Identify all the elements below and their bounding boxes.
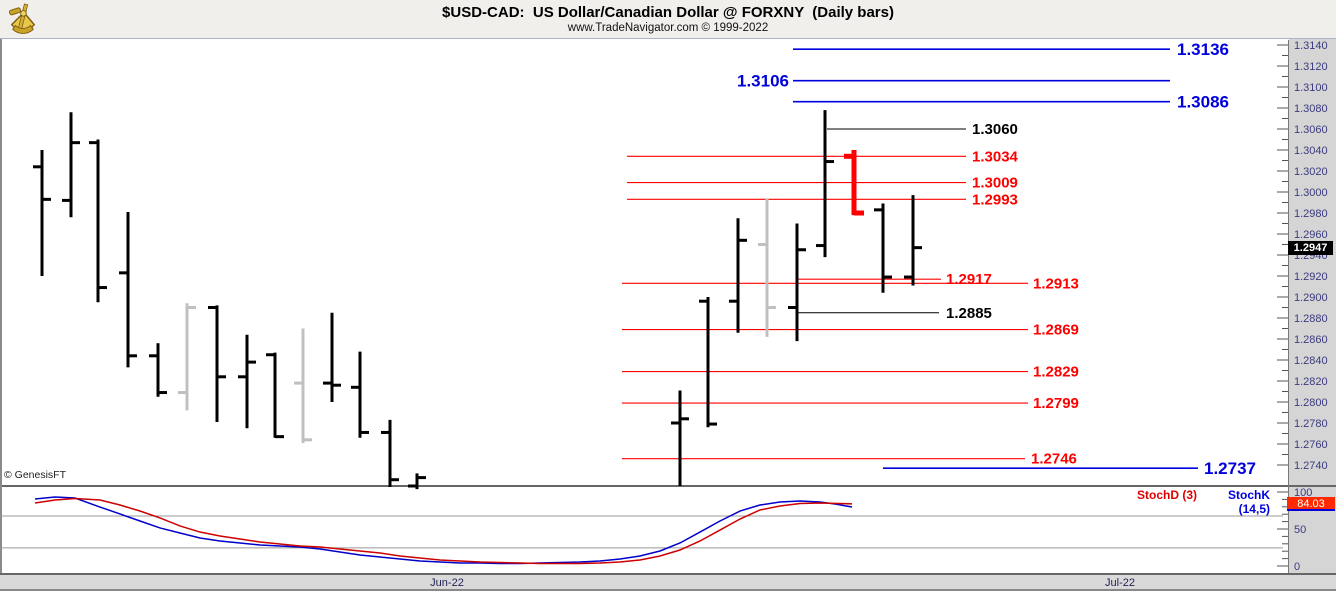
- price-level-label: 1.2829: [1033, 364, 1079, 381]
- stochk-curve: [34, 496, 853, 565]
- price-axis-tick-label: 1.2820: [1294, 376, 1328, 388]
- stochd-curve: [34, 497, 853, 565]
- price-level-label: 1.3086: [1177, 93, 1229, 112]
- stoch-panel-bottom-border: [0, 573, 1336, 575]
- price-axis-tick-label: 1.2880: [1294, 313, 1328, 325]
- price-level-label: 1.2885: [946, 305, 992, 322]
- price-level-label: 1.2913: [1033, 275, 1079, 292]
- price-level-label: 1.2993: [972, 191, 1018, 208]
- price-axis-tick-label: 1.2980: [1294, 208, 1328, 220]
- price-axis-tick-label: 1.3100: [1294, 82, 1328, 94]
- price-axis-tick-label: 1.3020: [1294, 166, 1328, 178]
- price-axis-tick-label: 1.2840: [1294, 355, 1328, 367]
- price-level-label: 1.3106: [737, 72, 789, 91]
- genesis-sextant-logo-icon: [8, 3, 36, 34]
- stoch-axis-tick-label: 0: [1294, 561, 1300, 573]
- stochk-indicator-label[interactable]: StochK (14,5): [1228, 488, 1270, 516]
- price-axis-tick-label: 1.2960: [1294, 229, 1328, 241]
- chart-left-border: [0, 39, 2, 573]
- price-level-label: 1.3136: [1177, 40, 1229, 59]
- price-axis-tick-label: 1.2780: [1294, 418, 1328, 430]
- price-axis-panel-bg: [1289, 39, 1336, 573]
- price-level-label: 1.2737: [1204, 459, 1256, 478]
- x-axis-strip-bg: [0, 575, 1336, 589]
- price-axis-tick-label: 1.3060: [1294, 124, 1328, 136]
- last-price-badge: 1.2947: [1288, 241, 1333, 255]
- price-level-label: 1.2917: [946, 271, 992, 288]
- stochd-indicator-label[interactable]: StochD (3): [1137, 488, 1197, 502]
- price-level-label: 1.2799: [1033, 395, 1079, 412]
- price-axis-tick-label: 1.2920: [1294, 271, 1328, 283]
- price-level-label: 1.3009: [972, 175, 1018, 192]
- stoch-panel-top-border: [0, 485, 1336, 487]
- price-axis-tick-label: 1.3000: [1294, 187, 1328, 199]
- chart-header: $USD-CAD: US Dollar/Canadian Dollar @ FO…: [0, 0, 1336, 39]
- chart-subtitle: www.TradeNavigator.com © 1999-2022: [567, 22, 769, 34]
- x-axis-label-jul: Jul-22: [1105, 577, 1135, 589]
- price-axis-tick-label: 1.2860: [1294, 334, 1328, 346]
- stoch-axis-tick-label: 50: [1294, 524, 1306, 536]
- price-axis-tick-label: 1.2760: [1294, 439, 1328, 451]
- price-axis-tick-label: 1.2900: [1294, 292, 1328, 304]
- window-bottom-border: [0, 589, 1336, 591]
- stochd-value-badge: 84.03: [1287, 497, 1335, 511]
- stoch-axis-tick-label: 100: [1294, 487, 1312, 499]
- price-axis-tick-label: 1.3120: [1294, 61, 1328, 73]
- price-level-label: 1.3034: [972, 148, 1019, 165]
- price-level-label: 1.2869: [1033, 322, 1079, 339]
- price-axis-tick-label: 1.3080: [1294, 103, 1328, 115]
- price-axis-tick-label: 1.3140: [1294, 40, 1328, 52]
- genesisft-watermark: © GenesisFT: [4, 469, 67, 481]
- page-title: $USD-CAD: US Dollar/Canadian Dollar @ FO…: [442, 4, 894, 21]
- price-level-label: 1.2746: [1031, 451, 1077, 468]
- price-axis-tick-label: 1.2740: [1294, 460, 1328, 472]
- price-axis-tick-label: 1.3040: [1294, 145, 1328, 157]
- price-level-label: 1.3060: [972, 121, 1018, 138]
- price-axis-tick-label: 1.2800: [1294, 397, 1328, 409]
- x-axis-label-jun: Jun-22: [430, 577, 464, 589]
